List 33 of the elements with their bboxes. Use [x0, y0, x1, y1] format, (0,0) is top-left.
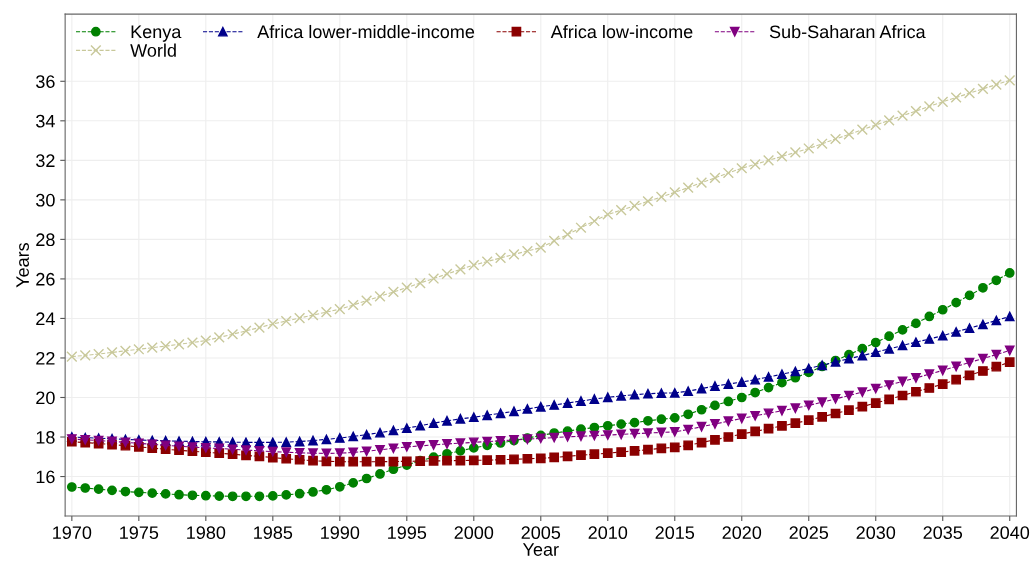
x-axis-title: Year	[522, 543, 559, 556]
legend-label: Africa lower-middle-income	[257, 24, 475, 39]
x-tick-label: 1985	[254, 526, 293, 540]
y-tick-label: 34	[36, 114, 55, 128]
y-tick-label: 30	[36, 193, 55, 207]
y-tick-label: 16	[36, 470, 55, 484]
y-tick-label: 20	[36, 391, 55, 405]
x-tick-label: 2035	[923, 526, 963, 540]
y-tick-label: 22	[36, 351, 55, 365]
y-tick-label: 28	[36, 233, 55, 247]
legend-label: Kenya	[131, 25, 182, 42]
x-tick-label: 2010	[588, 526, 628, 540]
x-tick-label: 2000	[454, 526, 494, 540]
legend-label: World	[130, 43, 176, 57]
y-tick-label: 26	[36, 272, 55, 286]
x-tick-label: 1975	[120, 526, 159, 540]
y-tick-label: 36	[36, 75, 55, 89]
legend-label: Sub-Saharan Africa	[769, 24, 926, 39]
x-tick-label: 2015	[655, 526, 695, 540]
x-tick-label: 2040	[990, 526, 1030, 540]
x-tick-label: 2020	[722, 526, 762, 540]
y-tick-label: 32	[36, 154, 55, 168]
x-tick-label: 2025	[789, 526, 829, 540]
x-tick-label: 1995	[388, 526, 427, 540]
x-tick-label: 2005	[521, 526, 561, 540]
x-tick-label: 1990	[321, 526, 360, 540]
x-tick-label: 2030	[856, 526, 896, 540]
x-tick-label: 1970	[53, 526, 92, 540]
x-tick-label: 1980	[187, 526, 226, 540]
legend-label: Africa low-income	[550, 24, 693, 39]
y-tick-label: 24	[36, 312, 55, 325]
y-axis-title: Years	[16, 242, 29, 288]
y-tick-label: 18	[36, 430, 55, 444]
